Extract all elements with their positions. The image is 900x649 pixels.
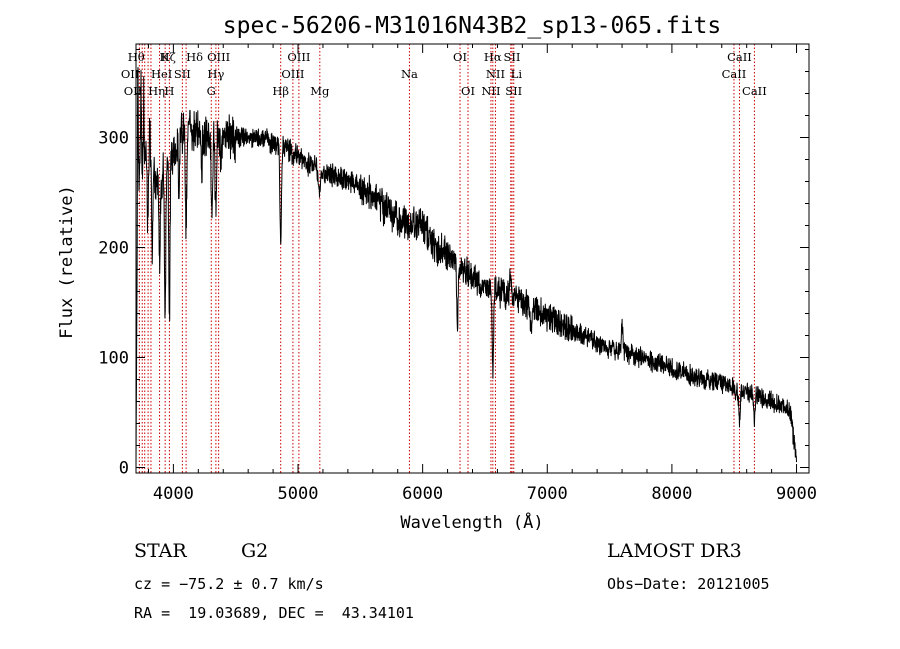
spectral-line-label: OI xyxy=(461,84,475,98)
plot-frame xyxy=(135,43,810,474)
spectral-line-label: OII xyxy=(121,67,140,81)
axis-ticks: 4000 5000 6000 7000 8000 9000 0 100 200 300 xyxy=(98,44,817,504)
spectral-line-label: Hβ xyxy=(272,84,289,98)
spectral-line-label: Hζ xyxy=(160,50,176,64)
spectral-line-label: Hα xyxy=(484,50,502,64)
spectrum-line xyxy=(135,67,797,468)
spectral-line-label: OIII xyxy=(207,50,230,64)
y-tick-label: 100 xyxy=(98,349,129,369)
observation-date: Obs−Date: 20121005 xyxy=(607,575,770,593)
y-tick-label: 200 xyxy=(98,239,129,259)
spectral-line-labels: OIIOIIHθHηHeIHζKHSIIHδGHγOIIIHβOIIIOIIIM… xyxy=(121,50,767,98)
spectral-line-label: Mg xyxy=(310,84,330,98)
spectral-line-label: K xyxy=(161,50,170,64)
spectral-line-label: Na xyxy=(401,67,418,81)
x-tick-label: 4000 xyxy=(153,484,194,504)
spectral-line-label: CaII xyxy=(727,50,752,64)
y-tick-label: 0 xyxy=(119,459,129,479)
spectral-line-markers xyxy=(138,44,755,473)
spectral-line-label: Hγ xyxy=(207,67,224,81)
spectral-line-label: HeI xyxy=(151,67,172,81)
y-tick-label: 300 xyxy=(98,129,129,149)
x-tick-label: 5000 xyxy=(278,484,319,504)
spectral-line-label: Hη xyxy=(148,84,165,98)
spectral-line-label: H xyxy=(164,84,174,98)
spectral-line-label: SII xyxy=(504,50,521,64)
spectral-line-label: Li xyxy=(511,67,523,81)
coordinates: RA = 19.03689, DEC = 43.34101 xyxy=(134,604,414,622)
spectral-line-label: CaII xyxy=(722,67,747,81)
survey-name: LAMOST DR3 xyxy=(607,540,742,562)
y-axis-label: Flux (relative) xyxy=(57,185,77,339)
x-tick-label: 8000 xyxy=(651,484,692,504)
spectral-line-label: OII xyxy=(124,84,143,98)
spectral-line-label: NII xyxy=(481,84,500,98)
spectral-line-label: Hδ xyxy=(186,50,203,64)
x-tick-label: 9000 xyxy=(776,484,817,504)
x-tick-label: 6000 xyxy=(402,484,443,504)
spectral-line-label: OI xyxy=(453,50,467,64)
x-tick-label: 7000 xyxy=(527,484,568,504)
object-class: STAR xyxy=(134,540,187,562)
spectral-line-label: SII xyxy=(174,67,191,81)
x-axis-label: Wavelength (Å) xyxy=(400,511,543,533)
spectral-line-label: OIII xyxy=(287,50,310,64)
redshift-velocity: cz = −75.2 ± 0.7 km/s xyxy=(134,575,324,593)
spectral-line-label: SII xyxy=(505,84,522,98)
spectral-line-label: OIII xyxy=(281,67,304,81)
spectral-line-label: NII xyxy=(486,67,505,81)
object-subclass: G2 xyxy=(241,540,269,562)
chart-title: spec-56206-M31016N43B2_sp13-065.fits xyxy=(223,13,722,39)
spectral-line-label: G xyxy=(207,84,216,98)
spectral-line-label: CaII xyxy=(742,84,767,98)
